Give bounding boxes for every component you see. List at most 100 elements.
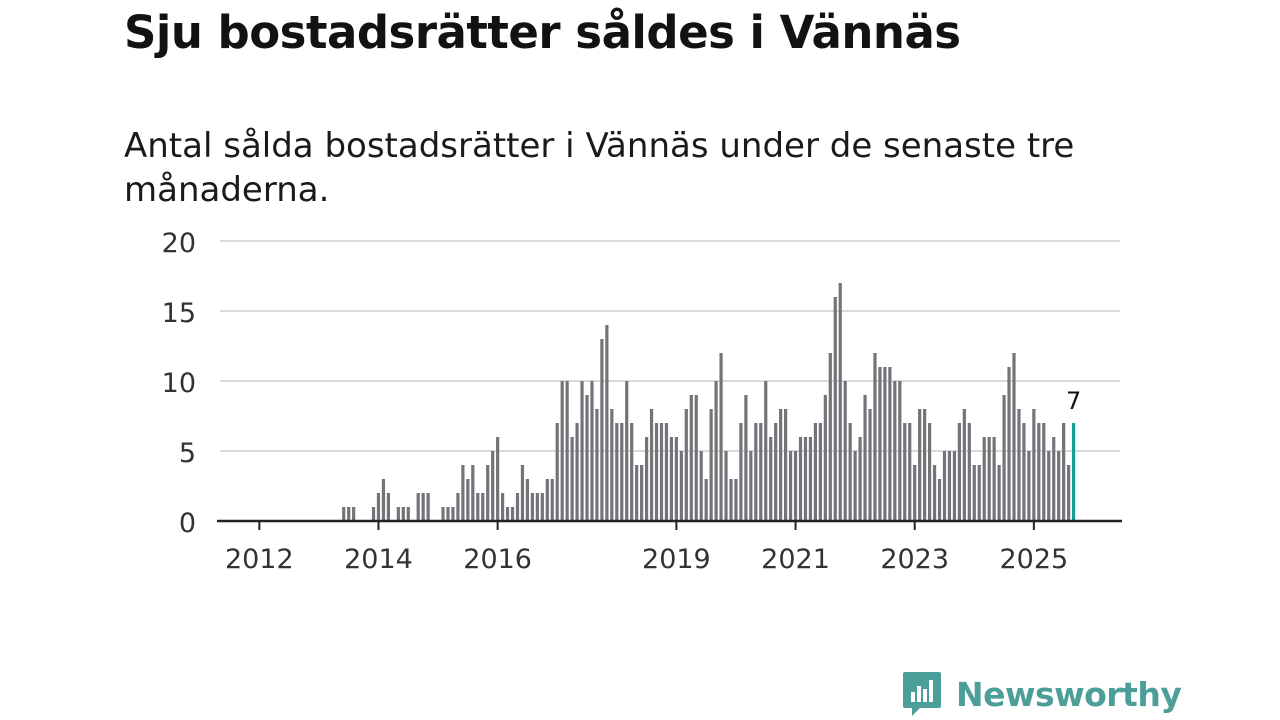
y-tick-label: 20 bbox=[162, 228, 196, 259]
bar bbox=[659, 423, 664, 521]
bar bbox=[913, 465, 917, 521]
bar bbox=[749, 451, 753, 521]
bar bbox=[595, 409, 599, 521]
bar bbox=[471, 465, 475, 521]
bar bbox=[476, 493, 480, 521]
bar bbox=[873, 353, 877, 521]
x-tick-label: 2021 bbox=[761, 544, 830, 575]
bar bbox=[396, 507, 400, 521]
bar bbox=[694, 395, 698, 521]
bar bbox=[1067, 465, 1071, 521]
bar bbox=[957, 423, 961, 521]
bar bbox=[491, 451, 495, 521]
bar bbox=[530, 493, 534, 521]
x-tick-label: 2014 bbox=[344, 544, 413, 575]
bar bbox=[560, 381, 564, 521]
x-tick-label: 2023 bbox=[880, 544, 949, 575]
bar bbox=[784, 409, 788, 521]
bar bbox=[625, 381, 629, 521]
bar bbox=[456, 493, 460, 521]
bar bbox=[739, 423, 743, 521]
bar bbox=[987, 437, 991, 521]
bar bbox=[347, 507, 351, 521]
bar bbox=[525, 479, 530, 521]
bar bbox=[918, 409, 922, 521]
bar bbox=[570, 437, 574, 521]
bar bbox=[779, 409, 783, 521]
bar bbox=[868, 409, 872, 521]
bar bbox=[1047, 451, 1051, 521]
bar bbox=[843, 381, 847, 521]
bar bbox=[575, 423, 579, 521]
bar bbox=[654, 423, 659, 521]
bar bbox=[615, 423, 619, 521]
y-tick-label: 5 bbox=[179, 438, 196, 469]
bar bbox=[451, 507, 455, 521]
bar bbox=[1002, 395, 1006, 521]
x-axis-ticks: 2012 2014 2016 2019 2021 2023 2025 bbox=[225, 521, 1068, 575]
bar bbox=[997, 465, 1001, 521]
newsworthy-logo-text: Newsworthy bbox=[956, 674, 1182, 714]
bar bbox=[630, 423, 634, 521]
bar bbox=[937, 479, 942, 521]
bar bbox=[754, 423, 758, 521]
bar bbox=[640, 465, 644, 521]
bar bbox=[674, 437, 678, 521]
bar bbox=[908, 423, 912, 521]
bar bbox=[798, 437, 803, 521]
bar bbox=[644, 437, 649, 521]
bar bbox=[704, 479, 708, 521]
bar bbox=[823, 395, 827, 521]
bar bbox=[714, 381, 718, 521]
y-axis-ticks: 0 5 10 15 20 bbox=[162, 228, 196, 539]
bar bbox=[858, 437, 862, 521]
bar bbox=[605, 325, 609, 521]
bars bbox=[342, 283, 1076, 521]
bar bbox=[962, 409, 966, 521]
bar bbox=[466, 479, 470, 521]
bar bbox=[793, 451, 798, 521]
bar bbox=[555, 423, 559, 521]
bar bbox=[540, 493, 544, 521]
y-tick-label: 10 bbox=[162, 368, 196, 399]
bar bbox=[679, 451, 683, 521]
bar bbox=[808, 437, 813, 521]
bar bbox=[992, 437, 996, 521]
bar bbox=[1032, 409, 1036, 521]
bar bbox=[520, 465, 525, 521]
bar bbox=[481, 493, 485, 521]
bar bbox=[381, 479, 386, 521]
bar bbox=[769, 437, 773, 521]
x-tick-label: 2012 bbox=[225, 544, 294, 575]
bar bbox=[669, 437, 674, 521]
bar bbox=[486, 465, 490, 521]
bar bbox=[744, 395, 748, 521]
bar bbox=[848, 423, 852, 521]
bar bbox=[510, 507, 515, 521]
bar bbox=[923, 409, 927, 521]
bar bbox=[1012, 353, 1016, 521]
bar bbox=[903, 423, 907, 521]
bar bbox=[550, 479, 554, 521]
bar bbox=[1037, 423, 1041, 521]
bar bbox=[734, 479, 738, 521]
bar bbox=[376, 493, 381, 521]
bar-highlight bbox=[1071, 423, 1076, 521]
bar bbox=[590, 381, 594, 521]
bar bbox=[788, 451, 793, 521]
bar bbox=[863, 395, 867, 521]
bar bbox=[371, 507, 376, 521]
bar bbox=[501, 493, 505, 521]
bar bbox=[635, 465, 639, 521]
bar bbox=[585, 395, 589, 521]
bar bbox=[719, 353, 723, 521]
bar bbox=[828, 353, 832, 521]
bar bbox=[818, 423, 822, 521]
bar bbox=[898, 381, 902, 521]
bar bbox=[1022, 423, 1026, 521]
bar bbox=[1027, 451, 1031, 521]
bar bbox=[386, 493, 391, 521]
bar bbox=[401, 507, 405, 521]
bar bbox=[421, 493, 425, 521]
x-tick-label: 2016 bbox=[463, 544, 532, 575]
